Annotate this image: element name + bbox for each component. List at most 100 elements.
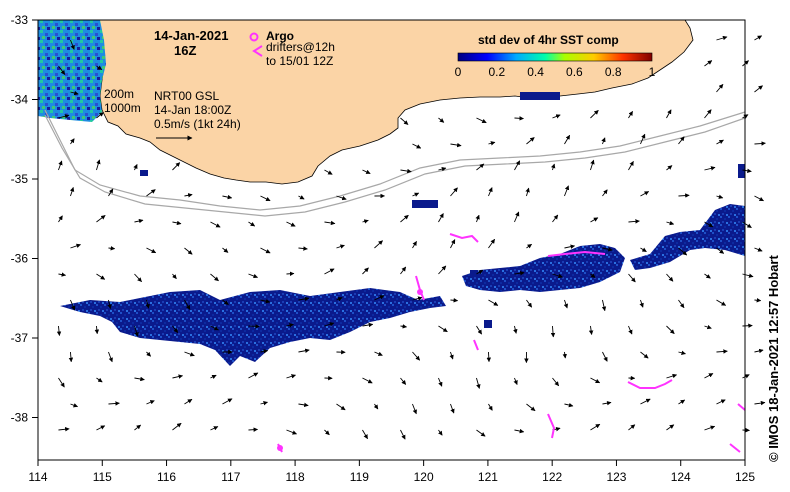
current-vector [526,299,533,308]
current-vector [324,220,336,226]
current-vector [476,429,486,437]
current-vector [666,273,674,282]
drifter-track [627,379,673,389]
current-vector [640,351,649,359]
current-vector [400,429,406,440]
current-vector [56,325,62,336]
current-vector [58,215,63,223]
current-vector [678,193,690,198]
current-vector [678,136,685,145]
colorbar-tick-label: 0.8 [605,65,622,79]
sst-fragment [470,270,478,276]
current-vector [400,324,408,329]
current-vector [450,298,459,303]
x-tick-label: 118 [286,470,305,484]
current-vector [590,110,599,119]
current-vector [552,273,563,279]
current-vector [412,403,417,415]
current-vector [666,373,678,379]
current-vector [476,377,481,389]
current-vector [754,195,764,202]
current-vector [184,398,193,405]
drifter-track [547,250,606,257]
plot-frame [37,19,746,461]
current-vector [590,377,601,384]
current-vector [754,85,763,93]
current-vector [210,273,219,282]
x-tick-label: 124 [671,470,691,484]
current-vector [716,194,724,199]
current-vector [70,138,75,145]
current-vector [716,83,724,93]
current-vector [590,273,596,279]
current-vector [628,160,634,171]
current-vector [96,112,104,119]
current-vector [210,221,221,228]
sst-swath-centre [462,244,625,292]
current-vector [476,269,484,275]
current-vector [552,114,561,119]
current-vector [754,35,763,41]
current-vector [412,351,421,361]
current-vector [488,238,496,249]
current-vector [108,188,114,197]
colorbar-title: std dev of 4hr SST comp [478,33,619,47]
current-vector [564,185,570,197]
x-tick-label: 116 [157,470,176,484]
current-vector [716,349,728,354]
colorbar-tick-label: 0.6 [566,65,583,79]
current-vector [298,402,309,408]
current-vector [438,325,448,333]
current-vector [628,110,633,119]
current-vector [184,299,191,310]
current-vector [412,192,420,197]
x-tick-label: 120 [414,470,434,484]
current-vector [704,324,712,330]
current-vector [222,299,229,305]
current-vector [514,428,525,434]
current-vector [400,117,409,125]
current-vectors [56,35,766,440]
current-vector [716,139,724,145]
current-vector [640,191,650,197]
current-vector [134,424,142,431]
current-vector [96,215,106,223]
colorbar-tick-label: 0.4 [527,65,544,79]
x-tick-label: 114 [28,470,47,484]
current-vector [70,299,76,311]
current-vector [526,403,536,412]
current-vector [475,214,480,223]
current-vector [134,376,145,382]
current-vector [488,299,499,306]
x-tick-label: 125 [735,470,755,484]
y-tick-label: -33 [11,13,29,27]
current-vector [640,398,651,405]
drifter-track [729,443,741,453]
current-vector [588,325,594,335]
current-vector [210,374,217,379]
current-vector [58,114,70,119]
current-vector [590,217,599,223]
current-vector [373,403,379,410]
current-vector [754,400,766,406]
current-vector [260,349,269,354]
current-vector [96,377,103,383]
current-vector [324,169,333,175]
current-vector [716,399,726,405]
isobath-label-200m: 200m [104,87,134,101]
current-vector [450,142,462,148]
current-vector [146,351,151,357]
argo-float [277,445,283,451]
current-vector [172,422,182,431]
current-vector [601,299,607,312]
current-vector [449,351,454,360]
credit-text: © IMOS 18-Jan-2021 12:57 Hobart [766,255,781,462]
current-vector [70,90,79,96]
current-vector [336,244,345,249]
current-vector [513,325,518,334]
sst-fragment [520,92,560,100]
current-vector [412,241,417,249]
current-vector [640,247,647,253]
current-vector [58,377,65,388]
current-vector [324,322,335,327]
